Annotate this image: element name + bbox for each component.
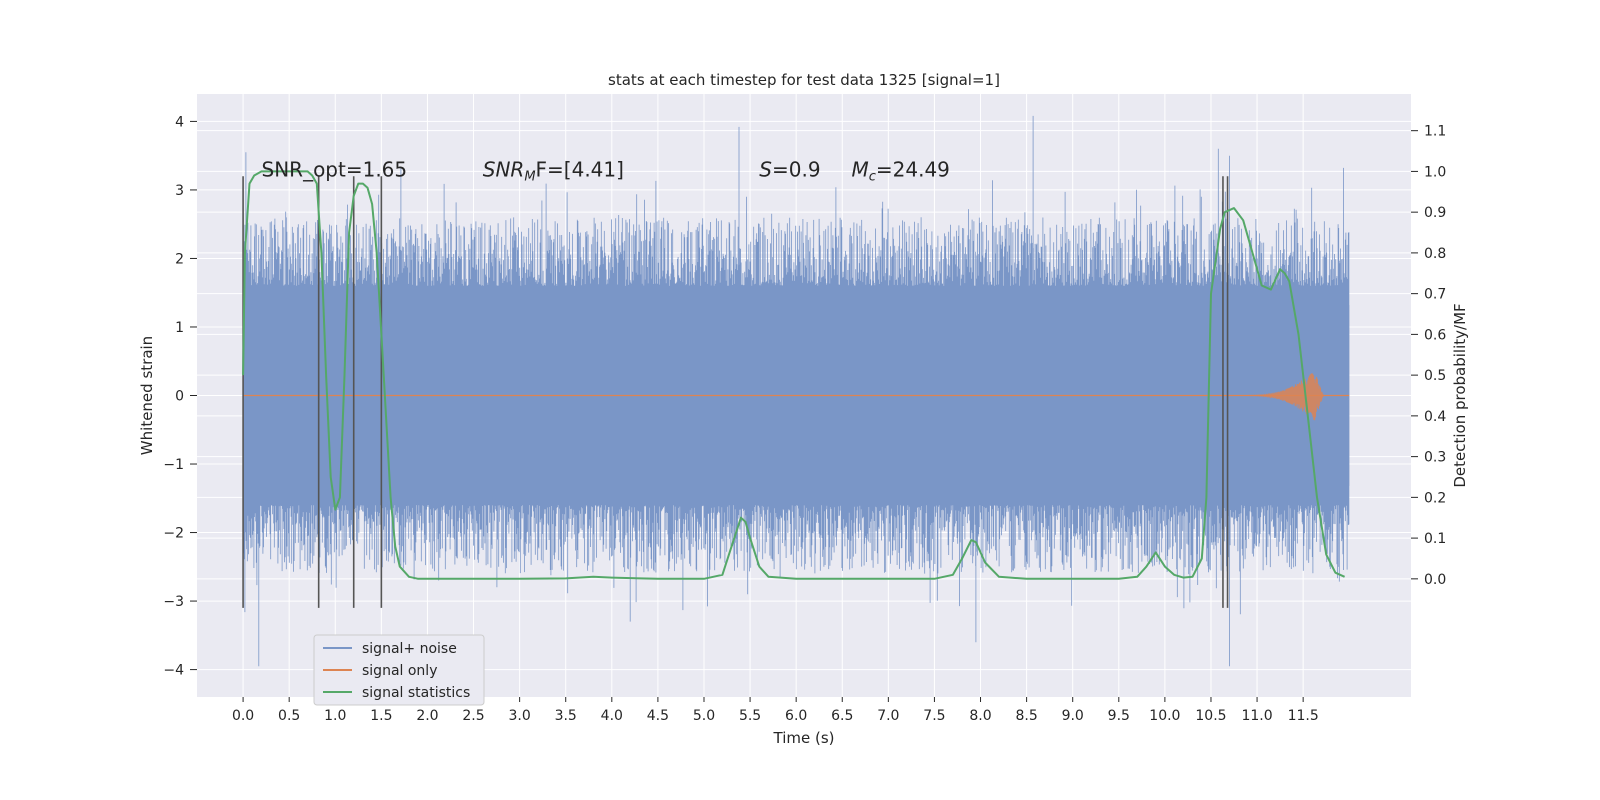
x-tick-label-18: 9.0 (1062, 708, 1084, 724)
y-tick-label-4: 0 (175, 389, 184, 405)
right-y-tick-label-4: 0.4 (1424, 409, 1446, 425)
x-tick-label-14: 7.0 (877, 708, 899, 724)
right-y-axis-label: Detection probability/MF (1451, 303, 1469, 487)
right-y-tick-label-3: 0.3 (1424, 450, 1446, 466)
x-tick-label-20: 10.0 (1149, 708, 1180, 724)
x-tick-label-3: 1.5 (370, 708, 392, 724)
x-tick-label-11: 5.5 (739, 708, 761, 724)
y-tick-label-3: −1 (163, 457, 184, 473)
signal-statistics-line (242, 170, 1346, 580)
annotation-2: S=0.9 (759, 157, 820, 181)
y-tick-label-2: −2 (163, 526, 184, 542)
signal-statistics-series (242, 170, 1346, 580)
right-y-axis-ticks: 0.0 0.1 0.2 0.3 0.4 0.5 0.6 0.7 0.8 0.9 1.0 1.1 (1411, 124, 1446, 588)
x-tick-label-6: 3.0 (508, 708, 530, 724)
annotation-0: SNR_opt=1.65 (262, 157, 408, 181)
x-tick-label-8: 4.0 (601, 708, 623, 724)
chart-title: stats at each timestep for test data 132… (608, 71, 1000, 89)
y-tick-label-8: 4 (175, 114, 184, 130)
x-tick-label-12: 6.0 (785, 708, 807, 724)
right-y-tick-label-5: 0.5 (1424, 368, 1446, 384)
right-y-tick-label-10: 1.0 (1424, 164, 1446, 180)
legend: signal+ noise signal only signal statist… (313, 634, 485, 706)
y-axis-label: Whitened strain (138, 336, 156, 455)
legend-label-signal-only: signal only (362, 663, 437, 679)
right-y-tick-label-8: 0.8 (1424, 246, 1446, 262)
x-tick-label-15: 7.5 (923, 708, 945, 724)
annotation-3: Mc=24.49 (851, 157, 949, 184)
legend-box (313, 634, 485, 706)
x-tick-label-23: 11.5 (1288, 708, 1319, 724)
annotations: SNR_opt=1.65 SNRMF=[4.41] S=0.9 Mc=24.49 (262, 157, 950, 184)
x-tick-label-2: 1.0 (324, 708, 346, 724)
x-tick-label-16: 8.0 (969, 708, 991, 724)
right-y-tick-label-7: 0.7 (1424, 287, 1446, 303)
signal-only-series (243, 373, 1350, 421)
x-axis-ticks: 0.0 0.5 1.0 1.5 2.0 2.5 3.0 3.5 4.0 4.5 5.0 5.5 6.0 6… (232, 697, 1319, 724)
annotation-1: SNRMF=[4.41] (483, 157, 624, 184)
x-tick-label-19: 9.5 (1108, 708, 1130, 724)
x-tick-label-7: 3.5 (555, 708, 577, 724)
x-tick-label-21: 10.5 (1195, 708, 1226, 724)
x-tick-label-5: 2.5 (462, 708, 484, 724)
y-tick-label-6: 2 (175, 251, 184, 267)
y-axis-ticks: −4 −3 −2 −1 0 1 2 3 4 (163, 114, 197, 679)
y-tick-label-0: −4 (163, 663, 184, 679)
right-y-tick-label-6: 0.6 (1424, 327, 1446, 343)
x-tick-label-13: 6.5 (831, 708, 853, 724)
x-tick-label-1: 0.5 (278, 708, 300, 724)
right-y-tick-label-11: 1.1 (1424, 124, 1446, 140)
x-tick-label-0: 0.0 (232, 708, 254, 724)
right-y-tick-label-2: 0.2 (1424, 490, 1446, 506)
x-tick-label-4: 2.0 (416, 708, 438, 724)
right-y-tick-label-0: 0.0 (1424, 572, 1446, 588)
signal-only-chirp (1238, 373, 1324, 421)
legend-label-signal-statistics: signal statistics (362, 685, 470, 701)
right-y-tick-label-9: 0.9 (1424, 205, 1446, 221)
x-tick-label-22: 11.0 (1241, 708, 1272, 724)
y-tick-label-1: −3 (163, 594, 184, 610)
y-tick-label-5: 1 (175, 320, 184, 336)
legend-label-signal-noise: signal+ noise (362, 641, 457, 657)
x-axis-label: Time (s) (773, 729, 835, 747)
x-tick-label-9: 4.5 (647, 708, 669, 724)
x-tick-label-17: 8.5 (1015, 708, 1037, 724)
x-tick-label-10: 5.0 (693, 708, 715, 724)
right-y-tick-label-1: 0.1 (1424, 531, 1446, 547)
y-tick-label-7: 3 (175, 183, 184, 199)
vertical-markers (242, 176, 1229, 608)
